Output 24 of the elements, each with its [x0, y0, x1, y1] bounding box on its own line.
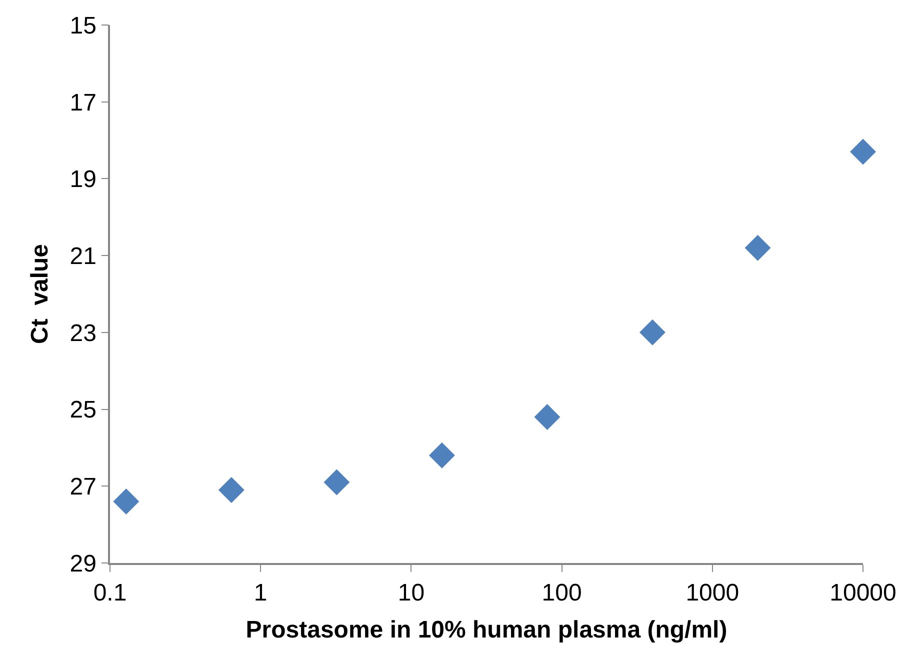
x-tick-label: 100 [542, 580, 582, 607]
point [428, 442, 455, 468]
point [113, 488, 140, 515]
point [639, 319, 666, 346]
x-axis-title: Prostasome in 10% human plasma (ng/ml) [246, 616, 728, 644]
y-tick-label: 25 [70, 396, 96, 424]
point [534, 404, 560, 430]
y-axis-title: Ct value [26, 244, 54, 344]
x-tick-label: 10 [398, 580, 425, 607]
y-tick-label: 21 [70, 242, 96, 270]
x-tick-label: 10000 [830, 580, 896, 607]
point [324, 469, 350, 496]
y-tick-label: 29 [70, 550, 96, 578]
y-tick-label: 27 [70, 474, 96, 501]
y-tick-label: 17 [70, 89, 96, 116]
y-tick-label: 23 [70, 320, 96, 347]
x-tick-label: 1000 [686, 580, 740, 607]
point [218, 476, 244, 503]
x-tick-label: 1 [254, 580, 268, 607]
x-tick-label: 0.1 [93, 580, 127, 607]
y-tick-label: 15 [70, 12, 96, 40]
point [850, 138, 876, 165]
y-tick-label: 19 [70, 166, 96, 194]
point [744, 234, 771, 261]
